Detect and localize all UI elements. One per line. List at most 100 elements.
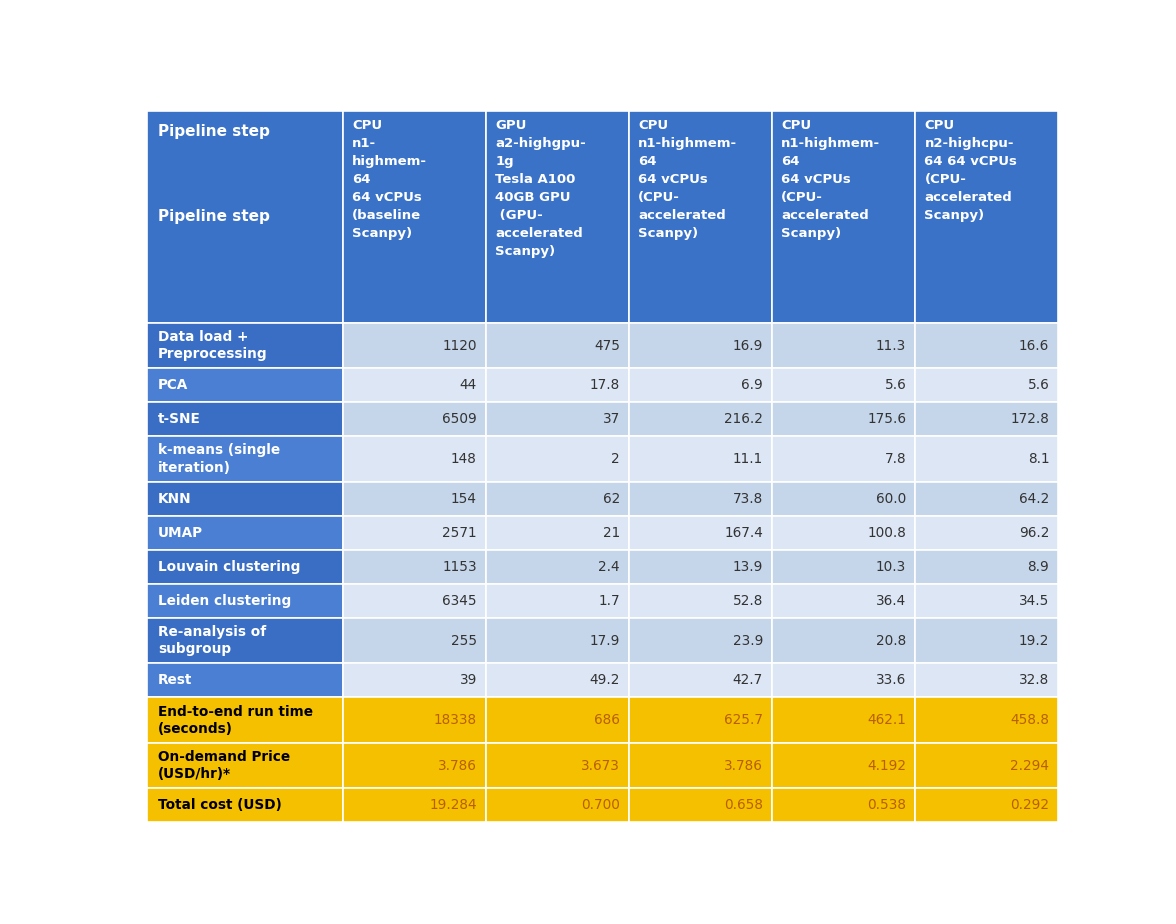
Bar [343,111,486,322]
Text: 36.4: 36.4 [876,594,907,608]
Text: 73.8: 73.8 [733,492,763,505]
Text: 625.7: 625.7 [724,713,763,727]
Bar [773,481,915,516]
Text: 62: 62 [603,492,620,505]
Bar [629,516,773,550]
Bar [773,663,915,698]
Text: 34.5: 34.5 [1018,594,1049,608]
Bar [343,516,486,550]
Text: 2571: 2571 [442,526,477,540]
Text: UMAP: UMAP [158,526,203,540]
Bar [629,436,773,481]
Text: 5.6: 5.6 [884,378,907,393]
Bar [147,369,343,402]
Text: 100.8: 100.8 [868,526,907,540]
Text: 19.284: 19.284 [429,798,477,812]
Bar [915,322,1058,369]
Bar [343,550,486,584]
Text: Pipeline step: Pipeline step [158,124,269,139]
Text: 20.8: 20.8 [876,634,907,648]
Text: 32.8: 32.8 [1020,674,1049,687]
Bar [486,788,629,822]
Bar [343,481,486,516]
Bar [343,698,486,743]
Text: 44: 44 [460,378,477,393]
Text: 6.9: 6.9 [741,378,763,393]
Bar [147,743,343,788]
Bar [629,481,773,516]
Text: 475: 475 [594,338,620,353]
Bar [147,111,343,322]
Bar [915,584,1058,618]
Bar [773,436,915,481]
Text: 7.8: 7.8 [884,452,907,466]
Text: 3.786: 3.786 [724,759,763,772]
Bar [915,618,1058,663]
Bar [629,698,773,743]
Bar [147,516,343,550]
Bar [486,698,629,743]
Bar [915,369,1058,402]
Text: 42.7: 42.7 [733,674,763,687]
Text: 16.6: 16.6 [1020,338,1049,353]
Bar [147,663,343,698]
Bar [629,584,773,618]
Bar [773,584,915,618]
Bar [629,550,773,584]
Bar [343,788,486,822]
Text: 64.2: 64.2 [1020,492,1049,505]
Text: 172.8: 172.8 [1010,412,1049,426]
Text: 2: 2 [612,452,620,466]
Text: 148: 148 [452,452,477,466]
Bar [773,743,915,788]
Bar [486,402,629,436]
Bar [343,436,486,481]
Bar [486,584,629,618]
Bar [629,369,773,402]
Bar [915,516,1058,550]
Bar [147,618,343,663]
Text: 8.1: 8.1 [1028,452,1049,466]
Bar [629,743,773,788]
Text: 17.9: 17.9 [589,634,620,648]
Bar [343,369,486,402]
Text: t-SNE: t-SNE [158,412,201,426]
Text: Pipeline step: Pipeline step [158,210,269,225]
Text: 458.8: 458.8 [1010,713,1049,727]
Text: 1153: 1153 [442,560,477,574]
Text: CPU
n1-
highmem-
64
64 vCPUs
(baseline
Scanpy): CPU n1- highmem- 64 64 vCPUs (baseline S… [352,119,427,240]
Bar [147,550,343,584]
Text: 21: 21 [603,526,620,540]
Bar [629,618,773,663]
Text: 255: 255 [450,634,477,648]
Bar [343,743,486,788]
Text: 16.9: 16.9 [733,338,763,353]
Bar [915,402,1058,436]
Bar [486,436,629,481]
Text: 11.3: 11.3 [876,338,907,353]
Text: KNN: KNN [158,492,192,505]
Bar [486,481,629,516]
Bar [773,111,915,322]
Text: 216.2: 216.2 [724,412,763,426]
Text: 13.9: 13.9 [733,560,763,574]
Bar [915,481,1058,516]
Bar [915,436,1058,481]
Text: 154: 154 [450,492,477,505]
Text: 11.1: 11.1 [733,452,763,466]
Bar [486,322,629,369]
Bar [629,402,773,436]
Text: 8.9: 8.9 [1028,560,1049,574]
Bar [147,698,343,743]
Text: Leiden clustering: Leiden clustering [158,594,292,608]
Text: 18338: 18338 [434,713,477,727]
Bar [773,322,915,369]
Bar [343,322,486,369]
Text: CPU
n1-highmem-
64
64 vCPUs
(CPU-
accelerated
Scanpy): CPU n1-highmem- 64 64 vCPUs (CPU- accele… [639,119,737,240]
Text: Louvain clustering: Louvain clustering [158,560,300,574]
Bar [773,618,915,663]
Text: 686: 686 [594,713,620,727]
Text: 0.700: 0.700 [581,798,620,812]
Bar [915,698,1058,743]
Text: On-demand Price
(USD/hr)*: On-demand Price (USD/hr)* [158,750,290,782]
